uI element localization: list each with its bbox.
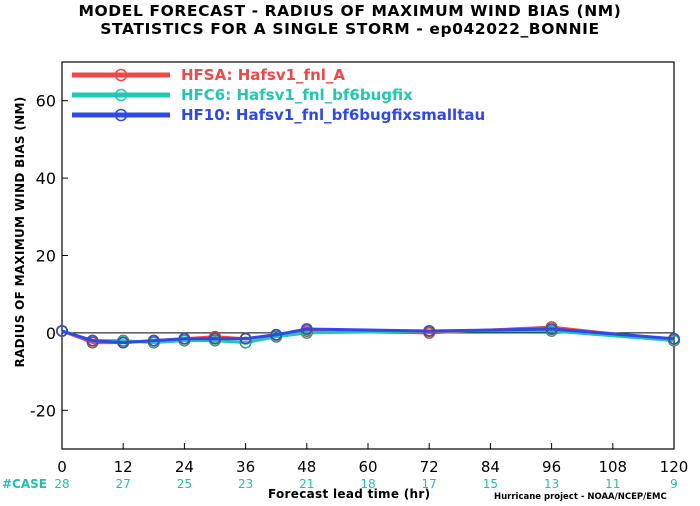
data-point-outline	[178, 332, 191, 345]
legend-marker	[114, 68, 128, 82]
data-point	[239, 333, 252, 345]
x-tick-label: 84	[481, 458, 500, 476]
x-tick-label: 60	[358, 458, 377, 476]
data-point-outline	[117, 334, 130, 347]
x-tick-label: 72	[420, 458, 439, 476]
data-point-outline	[270, 328, 283, 341]
case-count: 28	[54, 477, 69, 491]
data-point-outline	[300, 326, 313, 339]
legend-marker	[114, 108, 128, 122]
data-point-outline	[86, 336, 99, 349]
x-axis-label: Forecast lead time (hr)	[268, 487, 431, 501]
x-tick-label: 0	[57, 458, 67, 476]
y-tick-label: 60	[36, 92, 56, 111]
data-point-outline	[209, 334, 221, 347]
data-point	[56, 325, 68, 337]
case-count: 23	[238, 477, 253, 491]
legend-label-1: HFSA: Hafsv1_fnl_A	[181, 66, 345, 84]
data-point-outline	[209, 330, 221, 343]
case-count: 27	[116, 477, 131, 491]
case-count: 11	[605, 477, 620, 491]
case-count: 17	[422, 477, 437, 491]
x-tick-label: 108	[598, 458, 627, 476]
data-point	[668, 333, 680, 345]
case-label: #CASE	[2, 477, 47, 491]
data-point-outline	[545, 321, 558, 333]
data-point-outline	[668, 332, 680, 345]
data-point-outline	[300, 323, 313, 335]
y-tick-label: -20	[30, 401, 56, 420]
y-tick-label: 20	[36, 247, 56, 266]
data-point-outline	[545, 325, 558, 337]
x-tick-label: 36	[236, 458, 255, 476]
data-point	[209, 333, 221, 345]
data-point-outline	[86, 334, 99, 347]
x-tick-label: 96	[542, 458, 561, 476]
x-tick-label: 12	[114, 458, 133, 476]
data-point	[270, 329, 282, 341]
x-tick-label: 24	[175, 458, 194, 476]
credit-text: Hurricane project - NOAA/NCEP/EMC	[494, 492, 667, 502]
data-point	[545, 323, 558, 335]
data-point-outline	[423, 326, 436, 339]
data-point-outline	[178, 334, 191, 347]
case-count: 21	[299, 477, 314, 491]
legend-label-2: HFC6: Hafsv1_fnl_bf6bugfix	[181, 86, 413, 104]
data-point-outline	[117, 336, 130, 349]
legend-label-3: HF10: Hafsv1_fnl_bf6bugfixsmalltau	[181, 106, 485, 124]
y-tick-label: 0	[46, 324, 56, 343]
data-point	[178, 333, 191, 345]
data-point	[301, 323, 313, 335]
case-count: 25	[177, 477, 192, 491]
data-point-outline	[423, 325, 436, 337]
case-count: 15	[483, 477, 498, 491]
data-point	[86, 334, 99, 347]
data-point-outline	[239, 332, 252, 345]
x-tick-label: 48	[297, 458, 316, 476]
case-count: 9	[670, 477, 678, 491]
case-count: 13	[544, 477, 559, 491]
data-point-outline	[239, 336, 252, 349]
y-tick-label: 40	[36, 169, 56, 188]
data-point-outline	[147, 336, 160, 349]
data-point-outline	[668, 334, 680, 347]
data-point	[148, 334, 160, 347]
data-point	[117, 336, 129, 349]
x-tick-label: 120	[660, 458, 689, 476]
chart-title: MODEL FORECAST - RADIUS OF MAXIMUM WIND …	[78, 2, 622, 20]
chart-subtitle: STATISTICS FOR A SINGLE STORM - ep042022…	[100, 20, 600, 38]
legend-marker	[114, 88, 128, 102]
case-count: 18	[360, 477, 375, 491]
data-point	[423, 325, 435, 337]
data-point-outline	[545, 323, 558, 335]
data-point-outline	[209, 332, 221, 345]
data-point-outline	[56, 325, 68, 337]
data-point-outline	[147, 334, 160, 347]
